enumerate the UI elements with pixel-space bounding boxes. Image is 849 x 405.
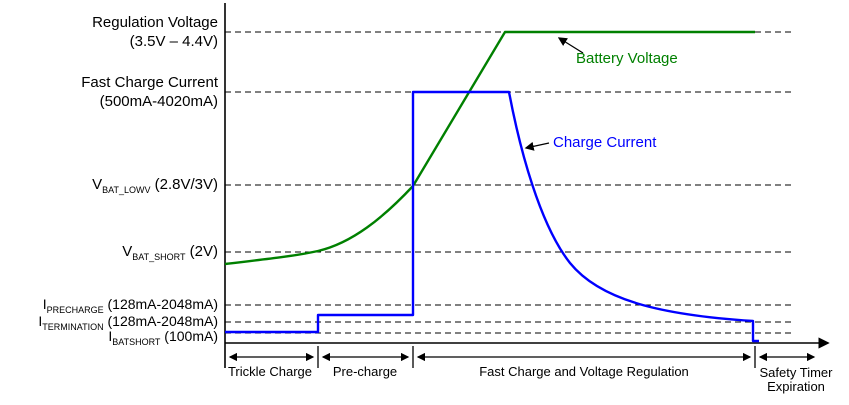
y-label-vbat-lowv: VBAT_LOWV (2.8V/3V) — [92, 176, 218, 195]
charge-current-curve — [225, 90, 759, 343]
y-label-regulation-voltage: Regulation Voltage (3.5V – 4.4V) — [92, 14, 218, 50]
y-label-iprecharge: IPRECHARGE (128mA-2048mA) — [42, 296, 218, 315]
y-label-vbat-short: VBAT_SHORT (2V) — [122, 243, 218, 262]
y-label-itermination: ITERMINATION (128mA-2048mA) — [38, 313, 218, 332]
y-label-ibatshort: IBATSHORT (100mA) — [108, 328, 218, 347]
battery-voltage-label: Battery Voltage — [576, 50, 678, 67]
phase-label-safety-timer: Safety Timer Expiration — [759, 365, 833, 394]
phase-label-trickle-charge: Trickle Charge — [227, 364, 313, 379]
y-label-fast-charge-current: Fast Charge Current (500mA-4020mA) — [81, 74, 218, 110]
charge-current-pointer-arrow — [524, 141, 550, 151]
phase-label-precharge: Pre-charge — [332, 364, 398, 379]
phase-label-fast-charge: Fast Charge and Voltage Regulation — [479, 364, 689, 379]
battery-voltage-curve — [224, 30, 755, 266]
battery-voltage-pointer-arrow — [557, 37, 584, 54]
charge-current-label: Charge Current — [553, 134, 657, 151]
